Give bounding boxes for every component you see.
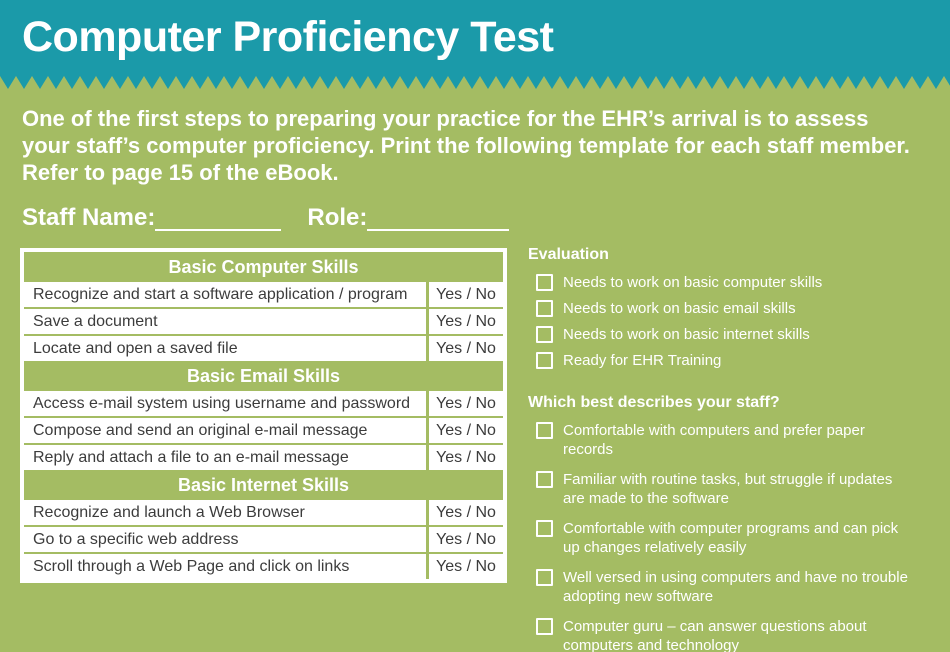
yes-no-option[interactable]: Yes / No bbox=[426, 445, 503, 470]
evaluation-option: Needs to work on basic computer skills bbox=[536, 273, 936, 292]
checkbox[interactable] bbox=[536, 326, 553, 343]
skill-row: Compose and send an original e-mail mess… bbox=[24, 416, 503, 443]
yes-no-option[interactable]: Yes / No bbox=[426, 554, 503, 579]
checkbox[interactable] bbox=[536, 274, 553, 291]
evaluation-section: Evaluation Needs to work on basic comput… bbox=[528, 246, 936, 370]
staff-description-option: Familiar with routine tasks, but struggl… bbox=[536, 470, 936, 508]
skill-label: Go to a specific web address bbox=[33, 531, 239, 548]
intro-text: One of the first steps to preparing your… bbox=[22, 106, 910, 185]
checkbox-label: Ready for EHR Training bbox=[563, 352, 722, 369]
yes-no-option[interactable]: Yes / No bbox=[426, 527, 503, 552]
skills-table: Basic Computer Skills Recognize and star… bbox=[20, 248, 507, 583]
checkbox-label: Needs to work on basic internet skills bbox=[563, 326, 810, 343]
checkbox-label: Comfortable with computer programs and c… bbox=[563, 520, 899, 556]
skill-label: Recognize and launch a Web Browser bbox=[33, 504, 305, 521]
skill-row: Locate and open a saved file Yes / No bbox=[24, 334, 503, 361]
checkbox[interactable] bbox=[536, 569, 553, 586]
skill-label: Compose and send an original e-mail mess… bbox=[33, 422, 368, 439]
staff-description-option: Computer guru – can answer questions abo… bbox=[536, 617, 936, 652]
section-header-basic-internet-skills: Basic Internet Skills bbox=[24, 470, 503, 500]
section-header-basic-computer-skills: Basic Computer Skills bbox=[24, 252, 503, 282]
staff-description-option: Well versed in using computers and have … bbox=[536, 568, 936, 606]
skill-row: Reply and attach a file to an e-mail mes… bbox=[24, 443, 503, 470]
right-column: Evaluation Needs to work on basic comput… bbox=[528, 246, 936, 652]
yes-no-option[interactable]: Yes / No bbox=[426, 391, 503, 416]
staff-description-option: Comfortable with computer programs and c… bbox=[536, 519, 936, 557]
checkbox-label: Well versed in using computers and have … bbox=[563, 569, 908, 605]
section-header-basic-email-skills: Basic Email Skills bbox=[24, 361, 503, 391]
checkbox-label: Comfortable with computers and prefer pa… bbox=[563, 422, 865, 458]
staff-description-section: Which best describes your staff? Comfort… bbox=[528, 394, 936, 652]
evaluation-heading: Evaluation bbox=[528, 246, 609, 263]
checkbox-label: Needs to work on basic computer skills bbox=[563, 274, 823, 291]
yes-no-option[interactable]: Yes / No bbox=[426, 500, 503, 525]
staff-description-heading: Which best describes your staff? bbox=[528, 394, 780, 411]
skill-row: Access e-mail system using username and … bbox=[24, 391, 503, 416]
zigzag-divider bbox=[0, 76, 950, 89]
role-label: Role: bbox=[307, 204, 368, 231]
checkbox[interactable] bbox=[536, 422, 553, 439]
skill-row: Go to a specific web address Yes / No bbox=[24, 525, 503, 552]
role-field[interactable] bbox=[367, 207, 510, 231]
skill-label: Save a document bbox=[33, 313, 158, 330]
staff-name-label: Staff Name: bbox=[22, 204, 156, 231]
header-bar: Computer Proficiency Test bbox=[0, 0, 950, 76]
yes-no-option[interactable]: Yes / No bbox=[426, 309, 503, 334]
skill-label: Scroll through a Web Page and click on l… bbox=[33, 558, 350, 575]
evaluation-option: Needs to work on basic email skills bbox=[536, 299, 936, 318]
staff-role-line: Staff Name: Role: bbox=[22, 205, 950, 231]
skill-label: Access e-mail system using username and … bbox=[33, 395, 411, 412]
evaluation-option: Ready for EHR Training bbox=[536, 351, 936, 370]
checkbox[interactable] bbox=[536, 300, 553, 317]
skill-row: Save a document Yes / No bbox=[24, 307, 503, 334]
staff-name-field[interactable] bbox=[155, 207, 282, 231]
yes-no-option[interactable]: Yes / No bbox=[426, 336, 503, 361]
skill-row: Recognize and start a software applicati… bbox=[24, 282, 503, 307]
skill-label: Locate and open a saved file bbox=[33, 340, 238, 357]
checkbox[interactable] bbox=[536, 352, 553, 369]
page-title: Computer Proficiency Test bbox=[22, 13, 554, 61]
skill-label: Recognize and start a software applicati… bbox=[33, 286, 408, 303]
checkbox[interactable] bbox=[536, 471, 553, 488]
checkbox-label: Computer guru – can answer questions abo… bbox=[563, 618, 867, 652]
skill-row: Scroll through a Web Page and click on l… bbox=[24, 552, 503, 579]
checkbox[interactable] bbox=[536, 618, 553, 635]
checkbox-label: Needs to work on basic email skills bbox=[563, 300, 796, 317]
skill-row: Recognize and launch a Web Browser Yes /… bbox=[24, 500, 503, 525]
evaluation-option: Needs to work on basic internet skills bbox=[536, 325, 936, 344]
skill-label: Reply and attach a file to an e-mail mes… bbox=[33, 449, 349, 466]
yes-no-option[interactable]: Yes / No bbox=[426, 418, 503, 443]
checkbox-label: Familiar with routine tasks, but struggl… bbox=[563, 471, 893, 507]
checkbox[interactable] bbox=[536, 520, 553, 537]
yes-no-option[interactable]: Yes / No bbox=[426, 282, 503, 307]
staff-description-option: Comfortable with computers and prefer pa… bbox=[536, 421, 936, 459]
